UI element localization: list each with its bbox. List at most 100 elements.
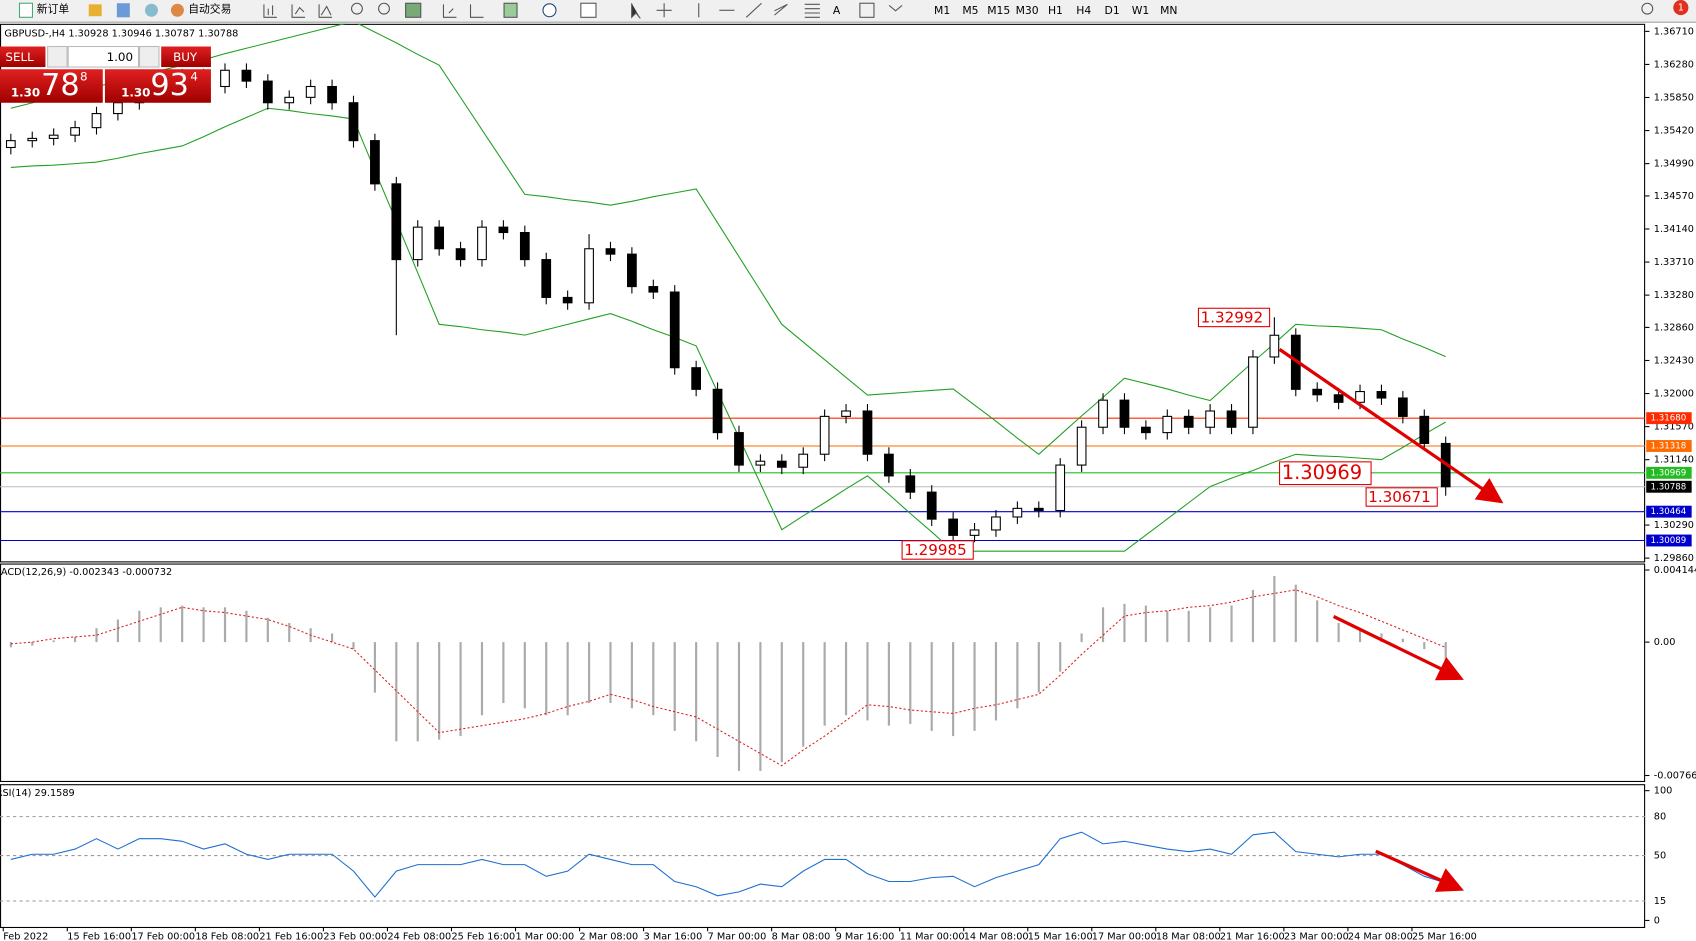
- macd-bar: [330, 633, 334, 643]
- ask-box[interactable]: [104, 69, 211, 103]
- y-tick-label: 50: [1654, 851, 1666, 862]
- candle-body: [412, 226, 423, 261]
- macd-bar: [1358, 628, 1362, 643]
- zoom-in[interactable]: [351, 2, 363, 15]
- candle-body: [926, 491, 937, 520]
- macd-bar: [1101, 607, 1105, 643]
- timeframe-button[interactable]: W1: [1132, 4, 1150, 17]
- auto-trading-icon[interactable]: [170, 3, 184, 17]
- candle-body: [584, 248, 594, 304]
- x-tick-label: 8 Mar 08:00: [772, 932, 831, 941]
- x-tick-label: 23 Feb 00:00: [323, 932, 387, 941]
- timeframe-button[interactable]: D1: [1105, 4, 1120, 17]
- label-tool[interactable]: [859, 2, 875, 18]
- rsi-arrow: [1375, 849, 1464, 892]
- candle-body: [1141, 426, 1151, 434]
- y-tick-label: -0.007664: [1654, 771, 1696, 782]
- macd-bar: [909, 642, 912, 724]
- macd-bar: [416, 642, 419, 742]
- candle-body: [1269, 334, 1280, 358]
- icon[interactable]: [88, 4, 102, 17]
- icon[interactable]: [116, 3, 130, 18]
- timeframe-button[interactable]: MN: [1160, 4, 1177, 17]
- sell-label[interactable]: SELL: [5, 50, 34, 64]
- fibo[interactable]: [804, 3, 820, 18]
- x-tick-label: 21 Mar 16:00: [1220, 932, 1285, 941]
- candle-body: [455, 248, 466, 261]
- icon[interactable]: [318, 4, 333, 18]
- rsi-plot: [0, 816, 1646, 902]
- icon[interactable]: [442, 4, 457, 18]
- candle-body: [1033, 507, 1044, 512]
- cursor[interactable]: [631, 3, 641, 19]
- macd-bar: [609, 642, 612, 704]
- search[interactable]: [1641, 2, 1654, 15]
- timeframe-button[interactable]: M30: [1016, 4, 1039, 17]
- new-order-icon[interactable]: [18, 2, 34, 18]
- candle-body: [1248, 356, 1258, 428]
- timeframe-button[interactable]: M1: [934, 4, 950, 17]
- channel[interactable]: [774, 3, 788, 16]
- lots-up[interactable]: [139, 45, 160, 68]
- candle-body: [477, 226, 487, 261]
- lots-down[interactable]: [47, 45, 68, 68]
- icon[interactable]: [469, 4, 484, 18]
- y-tick-label: 1.36710: [1654, 26, 1694, 37]
- timeframe-button[interactable]: H1: [1048, 4, 1063, 17]
- auto-trading-button[interactable]: 自动交易: [188, 2, 231, 16]
- candle-body: [1162, 415, 1173, 434]
- candle-body: [1012, 507, 1023, 518]
- macd-bar: [673, 642, 676, 731]
- text-tool[interactable]: A: [833, 4, 841, 17]
- x-tick-label: 3 Mar 16:00: [644, 932, 703, 941]
- candle-body: [669, 291, 680, 369]
- macd-bar: [802, 642, 805, 747]
- periods[interactable]: [542, 3, 557, 18]
- bid-box[interactable]: [0, 69, 103, 103]
- macd-bar: [223, 607, 227, 643]
- rsi-label: RSI(14) 29.1589: [0, 788, 75, 799]
- arrows-tool[interactable]: [888, 4, 903, 12]
- sell-button[interactable]: [0, 46, 46, 68]
- bollinger-lower: [10, 107, 1446, 552]
- one-click-trading: SELL 1.00 BUY 1.30 78 8 1.30 93 4: [0, 45, 211, 103]
- crosshair[interactable]: [656, 3, 672, 18]
- macd-bar: [737, 642, 741, 771]
- y-tick-label: 0.00: [1654, 637, 1676, 648]
- toolbar-icons: [263, 2, 1654, 19]
- lots-field[interactable]: [67, 45, 140, 68]
- x-tick-label: 25 Feb 16:00: [451, 932, 515, 941]
- icon[interactable]: [263, 4, 277, 18]
- macd-bar: [52, 640, 55, 643]
- trendline[interactable]: [745, 2, 762, 18]
- zoom-out[interactable]: [378, 2, 390, 15]
- trend-arrow: [1278, 348, 1504, 504]
- icon[interactable]: [144, 3, 158, 17]
- icon[interactable]: [405, 2, 422, 18]
- timeframe-button[interactable]: M5: [962, 4, 978, 17]
- price-annotation: 1.30969: [1282, 461, 1362, 484]
- macd-bar: [159, 607, 162, 643]
- y-tick-label: 15: [1654, 896, 1666, 907]
- price-annotation: 1.32992: [1201, 308, 1264, 326]
- buy-button[interactable]: [161, 46, 211, 68]
- candle-body: [519, 231, 530, 261]
- candle-body: [1419, 415, 1430, 444]
- indicators[interactable]: [503, 2, 518, 18]
- icon[interactable]: [291, 4, 306, 18]
- macd-bar: [181, 605, 184, 643]
- candle-body: [1397, 397, 1408, 417]
- timeframe-button[interactable]: H4: [1076, 4, 1091, 17]
- x-tick-label: 24 Mar 08:00: [1348, 932, 1413, 941]
- templates[interactable]: [580, 2, 597, 18]
- new-order-button[interactable]: 新订单: [37, 2, 70, 16]
- lots-value[interactable]: 1.00: [107, 50, 133, 64]
- alert-badge[interactable]: [1673, 0, 1689, 16]
- candle-body: [991, 516, 1001, 531]
- timeframe-button[interactable]: M15: [987, 4, 1010, 17]
- buy-label[interactable]: BUY: [173, 50, 198, 64]
- macd-bar: [630, 642, 633, 709]
- x-tick-label: 15 Feb 16:00: [67, 932, 131, 941]
- level-label-box: [1646, 505, 1692, 518]
- main-panel: [0, 23, 1646, 563]
